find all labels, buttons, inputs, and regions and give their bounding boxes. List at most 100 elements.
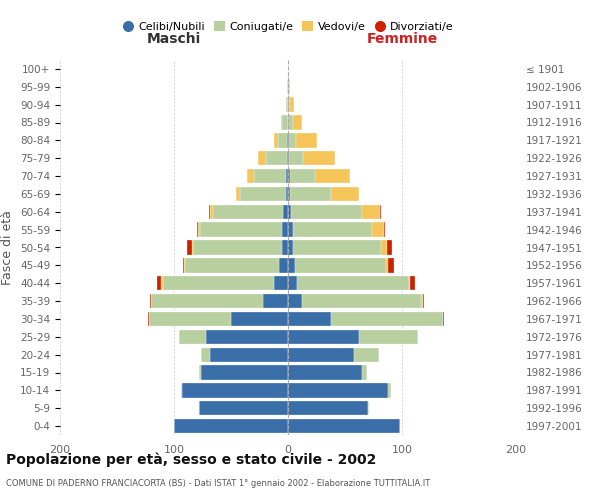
Bar [288, 419, 400, 433]
Bar [288, 222, 293, 237]
Bar [259, 151, 266, 166]
Bar [288, 240, 293, 254]
Bar [283, 222, 288, 237]
Bar [288, 98, 290, 112]
Bar [410, 276, 415, 290]
Bar [288, 187, 290, 201]
Bar [197, 222, 198, 237]
Bar [409, 276, 410, 290]
Bar [295, 258, 386, 272]
Bar [297, 276, 409, 290]
Bar [288, 116, 293, 130]
Bar [163, 276, 274, 290]
Bar [279, 258, 288, 272]
Text: Femmine: Femmine [367, 32, 437, 46]
Bar [193, 240, 283, 254]
Bar [150, 294, 151, 308]
Bar [290, 98, 294, 112]
Bar [192, 240, 193, 254]
Bar [206, 330, 288, 344]
Bar [373, 222, 384, 237]
Bar [161, 276, 163, 290]
Bar [240, 187, 286, 201]
Bar [421, 294, 422, 308]
Bar [174, 419, 288, 433]
Bar [362, 366, 367, 380]
Bar [286, 169, 288, 183]
Bar [293, 240, 382, 254]
Bar [179, 330, 206, 344]
Bar [247, 169, 254, 183]
Bar [292, 204, 362, 219]
Bar [283, 240, 288, 254]
Bar [157, 276, 161, 290]
Bar [266, 151, 287, 166]
Bar [288, 383, 388, 398]
Bar [288, 80, 289, 94]
Bar [368, 401, 369, 415]
Bar [274, 133, 278, 148]
Bar [293, 222, 373, 237]
Bar [380, 204, 382, 219]
Bar [289, 80, 290, 94]
Bar [331, 312, 443, 326]
Text: Popolazione per età, sesso e stato civile - 2002: Popolazione per età, sesso e stato civil… [6, 452, 376, 467]
Bar [422, 294, 424, 308]
Text: Maschi: Maschi [147, 32, 201, 46]
Bar [202, 348, 211, 362]
Bar [302, 294, 421, 308]
Bar [288, 169, 290, 183]
Bar [316, 169, 350, 183]
Bar [283, 116, 288, 130]
Bar [362, 204, 380, 219]
Bar [274, 276, 288, 290]
Bar [382, 240, 387, 254]
Bar [211, 348, 288, 362]
Bar [281, 116, 283, 130]
Bar [278, 133, 287, 148]
Y-axis label: Anni di nascita: Anni di nascita [599, 201, 600, 294]
Bar [149, 312, 231, 326]
Bar [384, 222, 385, 237]
Text: COMUNE DI PADERNO FRANCIACORTA (BS) - Dati ISTAT 1° gennaio 2002 - Elaborazione : COMUNE DI PADERNO FRANCIACORTA (BS) - Da… [6, 479, 430, 488]
Bar [288, 294, 302, 308]
Bar [387, 240, 392, 254]
Bar [288, 258, 295, 272]
Bar [386, 258, 388, 272]
Bar [290, 187, 331, 201]
Bar [183, 258, 184, 272]
Bar [288, 401, 368, 415]
Y-axis label: Fasce di età: Fasce di età [1, 210, 14, 285]
Bar [331, 187, 359, 201]
Bar [296, 133, 317, 148]
Bar [236, 187, 240, 201]
Bar [254, 169, 286, 183]
Bar [209, 204, 211, 219]
Bar [443, 312, 444, 326]
Bar [181, 383, 182, 398]
Bar [288, 133, 289, 148]
Bar [283, 204, 288, 219]
Bar [211, 204, 213, 219]
Bar [199, 366, 202, 380]
Bar [187, 240, 192, 254]
Bar [287, 151, 288, 166]
Bar [359, 330, 418, 344]
Bar [231, 312, 288, 326]
Bar [198, 222, 200, 237]
Bar [288, 330, 359, 344]
Bar [303, 151, 335, 166]
Bar [288, 312, 331, 326]
Bar [293, 116, 302, 130]
Bar [354, 348, 379, 362]
Bar [182, 383, 288, 398]
Bar [200, 222, 283, 237]
Bar [287, 133, 288, 148]
Legend: Celibi/Nubili, Coniugati/e, Vedovi/e, Divorziati/e: Celibi/Nubili, Coniugati/e, Vedovi/e, Di… [118, 17, 458, 36]
Bar [289, 133, 296, 148]
Bar [151, 294, 263, 308]
Bar [289, 151, 303, 166]
Bar [286, 187, 288, 201]
Bar [148, 312, 149, 326]
Bar [288, 276, 297, 290]
